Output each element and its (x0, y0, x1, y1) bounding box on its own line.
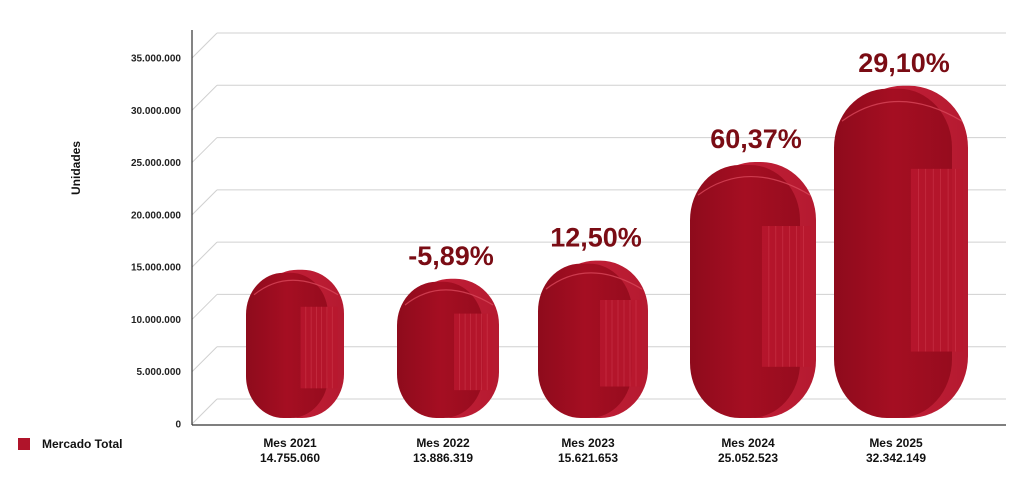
x-tick-label: Mes 2025 (869, 436, 923, 450)
gridline-diagonal (191, 84, 218, 111)
gridline-diagonal (191, 294, 218, 320)
bar-band (454, 313, 493, 391)
bar (690, 162, 816, 418)
growth-label: 60,37% (710, 124, 802, 154)
bar-band (910, 168, 963, 352)
growth-label: 29,10% (858, 48, 950, 78)
bar-band (300, 306, 338, 389)
bars (246, 85, 968, 419)
gridline-diagonal (191, 398, 218, 425)
bar-band (600, 299, 642, 387)
gridline-diagonal (191, 32, 218, 59)
gridline-diagonal (191, 346, 218, 373)
legend-swatch (18, 438, 30, 450)
bar (538, 260, 648, 418)
y-tick-label: 0 (175, 420, 181, 431)
bar-rim (404, 289, 494, 306)
gridline-diagonal (191, 137, 218, 163)
axes (191, 30, 1006, 426)
x-tick-label: Mes 2024 (721, 436, 775, 450)
bar (246, 269, 344, 418)
y-tick-label: 20.000.000 (131, 210, 181, 221)
x-tick-label: Mes 2021 (263, 436, 317, 450)
y-tick-label: 15.000.000 (131, 263, 181, 274)
y-tick-labels: 0 5.000.000 10.000.000 15.000.000 20.000.000… (131, 54, 182, 431)
value-label: 32.342.149 (866, 451, 926, 465)
bar-rim (841, 100, 963, 122)
legend: Mercado Total (18, 437, 122, 451)
bar (834, 85, 968, 419)
growth-label: 12,50% (550, 223, 642, 253)
y-tick-label: 30.000.000 (131, 106, 181, 117)
gridline-diagonal (191, 241, 218, 268)
bar-rim (545, 272, 643, 290)
x-tick-label: Mes 2023 (561, 436, 615, 450)
y-tick-label: 25.000.000 (131, 158, 181, 169)
growth-labels: -5,89% 12,50% 60,37% 29,10% (408, 48, 950, 271)
y-tick-label: 10.000.000 (131, 315, 181, 326)
bar-rim (253, 279, 339, 296)
y-tick-label: 5.000.000 (137, 367, 182, 378)
x-tick-label: Mes 2022 (416, 436, 470, 450)
legend-label: Mercado Total (42, 437, 123, 451)
gridline-diagonal (191, 189, 218, 216)
growth-label: -5,89% (408, 241, 494, 271)
bar (397, 278, 499, 418)
y-axis-label: Unidades (69, 141, 83, 195)
y-tick-label: 35.000.000 (131, 54, 181, 65)
value-label: 25.052.523 (718, 451, 778, 465)
value-label: 15.621.653 (558, 451, 618, 465)
value-label: 13.886.319 (413, 451, 473, 465)
bar-band (761, 226, 811, 367)
bar-rim (697, 175, 811, 196)
value-label: 14.755.060 (260, 451, 320, 465)
